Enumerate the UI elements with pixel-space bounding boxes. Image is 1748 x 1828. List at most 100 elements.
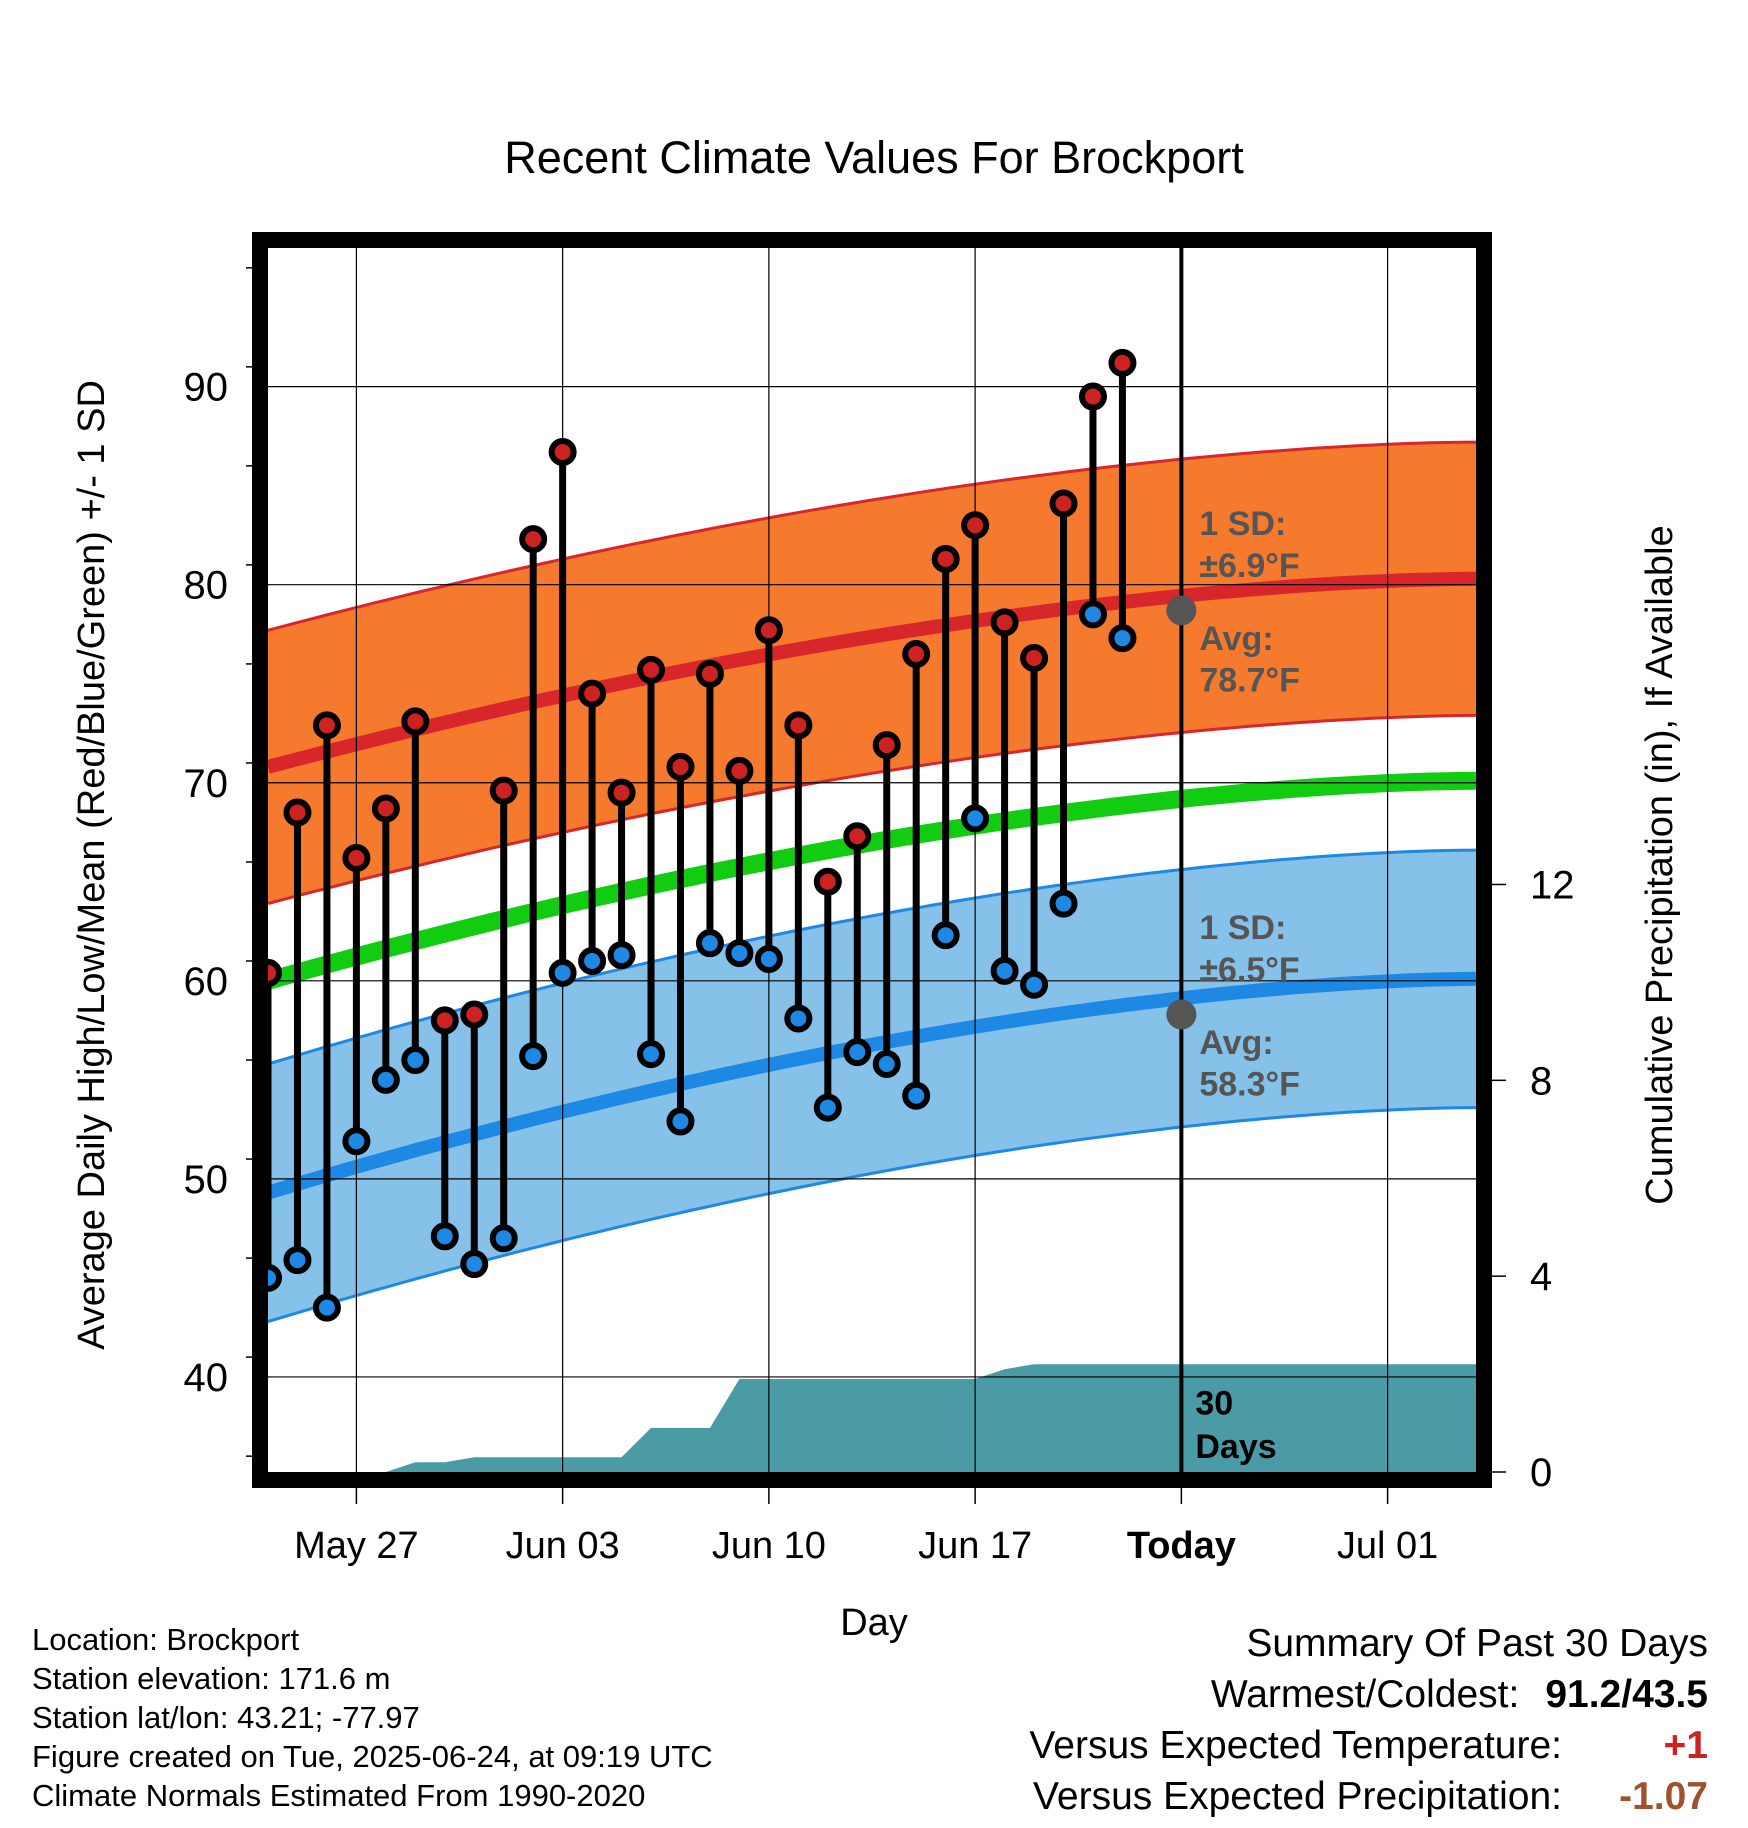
y-axis-label: Average Daily High/Low/Mean (Red/Blue/Gr… [71, 380, 113, 1350]
high-point [931, 544, 960, 573]
low-point [695, 929, 724, 958]
high-point [990, 608, 1019, 637]
low-point [666, 1107, 695, 1136]
warm-cold-label: Warmest/Coldest: [1210, 1673, 1520, 1716]
high-sd-label: 1 SD: [1199, 505, 1286, 543]
high-point [872, 731, 901, 760]
low-avg-value: 58.3°F [1199, 1066, 1300, 1104]
y2-axis-label: Cumulative Precipitation (in), If Availa… [1639, 525, 1681, 1204]
summary-panel: Summary Of Past 30 Days Warmest/Coldest:… [1029, 1618, 1708, 1822]
low-point [607, 941, 636, 970]
high-point [813, 867, 842, 896]
precip-label-days: Days [1195, 1428, 1276, 1466]
high-point [401, 707, 430, 736]
summary-title: Summary Of Past 30 Days [1246, 1622, 1708, 1665]
plot-inner [268, 248, 1476, 1472]
low-point [872, 1050, 901, 1078]
high-point [519, 525, 548, 554]
station-info: Location: Brockport Station elevation: 1… [32, 1620, 713, 1815]
high-point [1108, 348, 1137, 377]
x-tick-label: Jun 17 [918, 1525, 1032, 1567]
low-point [902, 1081, 931, 1110]
latlon-text: Station lat/lon: 43.21; -77.97 [32, 1700, 420, 1735]
low-point [843, 1038, 872, 1067]
created-text: Figure created on Tue, 2025-06-24, at 09… [32, 1739, 713, 1774]
high-point [342, 844, 371, 873]
low-sd-band [268, 850, 1476, 1322]
high-point [843, 822, 872, 851]
x-tick-label: Jun 03 [506, 1525, 620, 1567]
normal-high-line [268, 571, 1476, 774]
high-point [371, 794, 400, 823]
high-point [607, 778, 636, 807]
low-point [1020, 970, 1049, 999]
low-avg-marker [1166, 999, 1197, 1030]
location-text: Location: Brockport [32, 1622, 300, 1657]
low-point [990, 956, 1019, 985]
high-point [578, 679, 607, 708]
high-point [268, 958, 282, 987]
x-tick-label: Jun 10 [712, 1525, 826, 1567]
high-point [1020, 643, 1049, 672]
temp-vs-expected-label: Versus Expected Temperature: [1029, 1724, 1562, 1767]
low-point [1078, 600, 1107, 629]
high-sd-lower-line [268, 713, 1476, 906]
normal-mean-line [268, 771, 1476, 990]
low-point [931, 921, 960, 950]
elevation-text: Station elevation: 171.6 m [32, 1661, 391, 1696]
y-tick-label: 60 [184, 960, 229, 1004]
y2-tick-label: 0 [1530, 1451, 1552, 1495]
low-avg-label: Avg: [1199, 1024, 1273, 1062]
plot-area: 1 SD: ±6.9°F Avg: 78.7°F 1 SD: ±6.5°F Avg: 58.3… [184, 232, 1575, 1567]
summary-warm-cold-row: Warmest/Coldest: 91.2/43.5 [1029, 1669, 1708, 1720]
low-point [1108, 624, 1137, 653]
precip-vs-expected-label: Versus Expected Precipitation: [1033, 1775, 1562, 1818]
y2-tick-label: 12 [1530, 863, 1575, 907]
high-point [784, 711, 813, 740]
chart-title: Recent Climate Values For Brockport [504, 132, 1244, 183]
high-point [548, 438, 577, 466]
x-tick-label: May 27 [294, 1525, 419, 1567]
low-point [342, 1127, 371, 1156]
low-point [725, 939, 754, 968]
y2-tick-label: 8 [1530, 1059, 1552, 1103]
high-point [489, 776, 518, 805]
low-point [489, 1224, 518, 1253]
y-tick-label: 80 [184, 564, 229, 608]
low-point [283, 1246, 312, 1275]
high-point [1049, 489, 1078, 518]
normals-text: Climate Normals Estimated From 1990-2020 [32, 1778, 646, 1813]
low-point [430, 1222, 459, 1251]
normal-low-line [268, 971, 1476, 1200]
low-point [460, 1250, 489, 1279]
low-sd-value: ±6.5°F [1199, 951, 1299, 989]
low-point [578, 947, 607, 976]
low-point [1049, 889, 1078, 918]
low-point [813, 1093, 842, 1122]
y2-tick-label: 4 [1530, 1255, 1552, 1299]
high-avg-value: 78.7°F [1199, 662, 1300, 700]
high-sd-upper-line [268, 440, 1476, 632]
y-tick-label: 40 [184, 1356, 229, 1400]
high-point [1078, 382, 1107, 411]
high-point [283, 798, 312, 827]
x-tick-label: Jul 01 [1337, 1525, 1438, 1567]
low-point [371, 1065, 400, 1094]
x-axis-label: Day [840, 1602, 908, 1644]
high-point [312, 711, 341, 740]
high-point [430, 1006, 459, 1035]
y-tick-label: 50 [184, 1158, 229, 1202]
high-point [725, 756, 754, 785]
low-point [784, 1004, 813, 1033]
y-tick-label: 90 [184, 366, 229, 410]
high-sd-value: ±6.9°F [1199, 547, 1299, 585]
high-sd-band [268, 442, 1476, 904]
low-point [268, 1263, 282, 1292]
low-point [548, 958, 577, 987]
low-point [519, 1042, 548, 1071]
high-point [754, 616, 783, 645]
y-tick-label: 70 [184, 762, 229, 806]
low-sd-label: 1 SD: [1199, 909, 1286, 947]
plot-frame [252, 232, 1492, 1488]
